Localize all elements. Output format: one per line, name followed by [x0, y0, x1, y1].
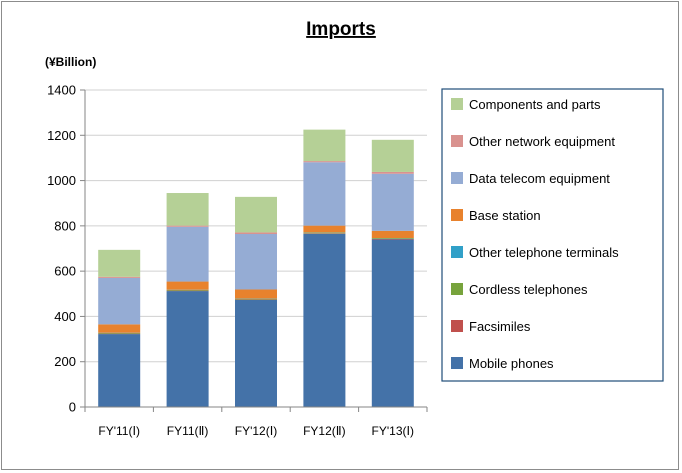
bar-segment: [166, 281, 209, 290]
gridlines: [85, 89, 427, 363]
bar-segment: [371, 239, 414, 407]
bar-segment: [371, 139, 414, 172]
bar-segment: [98, 324, 141, 333]
legend-swatch: [451, 283, 463, 295]
y-tick-label: 0: [69, 400, 76, 415]
y-tick-label: 200: [54, 354, 76, 369]
x-tick-label: FY'11(Ⅰ): [98, 424, 140, 438]
legend-label: Facsimiles: [469, 319, 531, 334]
x-axis-ticks: FY'11(Ⅰ) FY11(Ⅱ) FY'12(Ⅰ) FY12(Ⅱ) FY'13(Ⅰ): [84, 407, 428, 438]
bar-segment: [98, 277, 141, 325]
bar-segment: [235, 234, 277, 290]
y-tick-label: 800: [54, 218, 76, 233]
bars: [98, 129, 414, 407]
x-tick-label: FY'13(Ⅰ): [372, 424, 415, 438]
legend-label: Base station: [469, 208, 541, 223]
legend-label: Other network equipment: [469, 134, 615, 149]
legend-label: Data telecom equipment: [469, 171, 610, 186]
bar-segment: [303, 233, 346, 407]
x-tick-label: FY11(Ⅱ): [167, 424, 209, 438]
legend-swatch: [451, 209, 463, 221]
bar-segment: [235, 299, 277, 407]
y-axis-unit-label: (¥Billion): [45, 55, 96, 69]
legend-label: Other telephone terminals: [469, 245, 619, 260]
bar-segment: [98, 249, 141, 277]
y-tick-label: 600: [54, 264, 76, 279]
y-tick-label: 400: [54, 309, 76, 324]
bar-segment: [371, 230, 414, 239]
bar-segment: [235, 232, 277, 235]
bar-segment: [303, 232, 346, 234]
legend-label: Components and parts: [469, 97, 601, 112]
legend-label: Cordless telephones: [469, 282, 588, 297]
bar-segment: [303, 162, 346, 226]
legend: Components and parts Other network equipm…: [441, 88, 664, 382]
bar-segment: [166, 225, 209, 227]
bar-segment: [98, 276, 141, 278]
legend-swatch: [451, 172, 463, 184]
chart-title: Imports: [306, 19, 376, 40]
bar-segment: [303, 161, 346, 163]
y-axis-ticks: 0 200 400 600 800 1000 1200 1400: [47, 83, 85, 415]
axes: [84, 90, 427, 408]
legend-box: [441, 88, 664, 382]
bar-segment: [371, 171, 414, 174]
bar-segment: [235, 196, 277, 233]
y-tick-label: 1200: [47, 128, 76, 143]
bar-segment: [235, 298, 277, 300]
x-tick-label: FY'12(Ⅰ): [235, 424, 278, 438]
bar-segment: [235, 289, 277, 299]
legend-swatch: [451, 320, 463, 332]
legend-swatch: [451, 357, 463, 369]
bar-segment: [166, 289, 209, 291]
bar-segment: [166, 193, 209, 226]
bar-segment: [303, 129, 346, 162]
bar-segment: [166, 226, 209, 282]
bar-segment: [98, 332, 141, 334]
y-tick-label: 1000: [47, 173, 76, 188]
legend-swatch: [451, 135, 463, 147]
legend-label: Mobile phones: [469, 356, 554, 371]
bar-segment: [371, 238, 414, 239]
bar-segment: [166, 291, 209, 407]
x-tick-label: FY12(Ⅱ): [303, 424, 346, 438]
legend-swatch: [451, 246, 463, 258]
legend-swatch: [451, 98, 463, 110]
bar-segment: [303, 225, 346, 233]
bar-segment: [371, 173, 414, 231]
bar-segment: [98, 334, 141, 407]
y-tick-label: 1400: [47, 83, 76, 98]
